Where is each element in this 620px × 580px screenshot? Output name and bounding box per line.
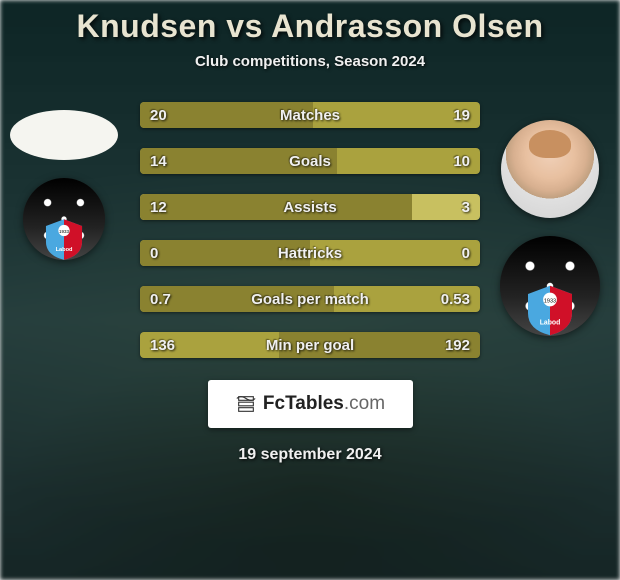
stat-value-right: 192 <box>445 337 470 354</box>
stat-row: 0.7 Goals per match 0.53 <box>140 286 480 312</box>
stat-label: Assists <box>283 199 336 216</box>
stat-value-left: 0 <box>150 245 158 262</box>
stat-bar-left <box>140 194 412 220</box>
stat-label: Min per goal <box>266 337 354 354</box>
stats-list: 20 Matches 19 14 Goals 10 12 Assists 3 0 Hattricks… <box>140 102 480 358</box>
stat-label: Matches <box>280 107 340 124</box>
stat-value-left: 12 <box>150 199 167 216</box>
stat-row: 136 Min per goal 192 <box>140 332 480 358</box>
stat-value-right: 10 <box>453 153 470 170</box>
stat-value-left: 20 <box>150 107 167 124</box>
svg-text:Labod: Labod <box>56 247 73 253</box>
svg-text:1933: 1933 <box>59 229 70 234</box>
player-right-avatar <box>501 120 599 218</box>
logo-domain: .com <box>344 393 385 414</box>
stat-value-right: 19 <box>453 107 470 124</box>
svg-text:1933: 1933 <box>544 298 556 304</box>
stat-value-right: 0.53 <box>441 291 470 308</box>
stat-value-left: 136 <box>150 337 175 354</box>
stat-value-left: 14 <box>150 153 167 170</box>
date-text: 19 september 2024 <box>238 446 381 464</box>
stat-value-right: 0 <box>462 245 470 262</box>
fctables-text: FcTables.com <box>263 393 385 415</box>
club-crest-icon: 1933 Labod <box>520 283 580 336</box>
stat-label: Goals <box>289 153 331 170</box>
stat-label: Hattricks <box>278 245 342 262</box>
stat-row: 20 Matches 19 <box>140 102 480 128</box>
fctables-icon <box>235 393 257 415</box>
player-right-club-badge: 1933 Labod <box>500 236 600 336</box>
stat-value-left: 0.7 <box>150 291 171 308</box>
subtitle: Club competitions, Season 2024 <box>195 53 425 70</box>
stat-label: Goals per match <box>251 291 369 308</box>
stat-row: 14 Goals 10 <box>140 148 480 174</box>
left-avatar-column: 1933 Labod <box>10 110 118 260</box>
stat-row: 12 Assists 3 <box>140 194 480 220</box>
stat-row: 0 Hattricks 0 <box>140 240 480 266</box>
fctables-logo: FcTables.com <box>208 380 413 428</box>
page-title: Knudsen vs Andrasson Olsen <box>76 8 543 45</box>
club-crest-icon: 1933 Labod <box>39 217 88 260</box>
player-left-avatar <box>10 110 118 160</box>
right-avatar-column: 1933 Labod <box>500 120 600 336</box>
logo-brand: FcTables <box>263 393 344 414</box>
content: Knudsen vs Andrasson Olsen Club competit… <box>0 0 620 580</box>
stat-value-right: 3 <box>462 199 470 216</box>
svg-text:Labod: Labod <box>540 319 561 326</box>
player-left-club-badge: 1933 Labod <box>23 178 105 260</box>
